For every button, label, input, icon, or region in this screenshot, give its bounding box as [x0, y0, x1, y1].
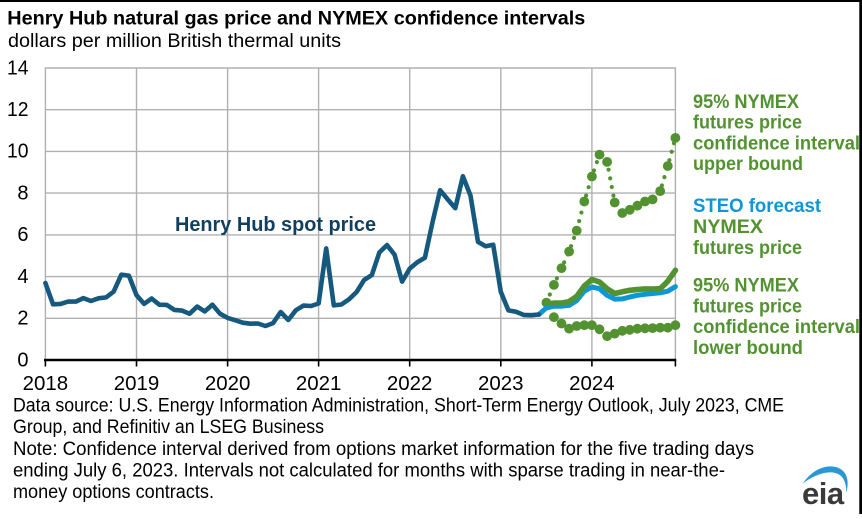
svg-text:95% NYMEX: 95% NYMEX	[693, 275, 799, 297]
svg-text:lower bound: lower bound	[693, 337, 803, 359]
svg-text:2020: 2020	[205, 373, 251, 395]
svg-text:8: 8	[17, 182, 28, 204]
svg-text:4: 4	[17, 266, 28, 288]
svg-text:eia: eia	[802, 476, 845, 511]
svg-text:NYMEX: NYMEX	[693, 216, 763, 238]
svg-text:2023: 2023	[478, 373, 524, 395]
svg-text:upper bound: upper bound	[693, 153, 803, 175]
svg-text:Henry Hub natural gas price an: Henry Hub natural gas price and NYMEX co…	[7, 8, 585, 30]
svg-text:Henry Hub spot price: Henry Hub spot price	[175, 213, 376, 236]
svg-text:futures price: futures price	[693, 112, 802, 134]
svg-text:futures price: futures price	[693, 237, 802, 259]
svg-text:2018: 2018	[23, 373, 69, 395]
svg-text:2: 2	[17, 308, 28, 330]
svg-text:STEO forecast: STEO forecast	[693, 195, 822, 217]
svg-text:14: 14	[7, 57, 29, 79]
svg-text:money options contracts.: money options contracts.	[13, 481, 214, 503]
svg-text:2024: 2024	[569, 373, 615, 395]
svg-text:ending July 6, 2023. Intervals: ending July 6, 2023. Intervals not calcu…	[13, 460, 725, 482]
svg-text:10: 10	[7, 141, 29, 163]
svg-text:Note: Confidence interval deri: Note: Confidence interval derived from o…	[13, 438, 754, 460]
svg-text:12: 12	[7, 99, 29, 121]
svg-text:Group, and Refinitiv an LSEG B: Group, and Refinitiv an LSEG Business	[13, 416, 324, 438]
svg-text:6: 6	[17, 224, 28, 246]
svg-text:futures price: futures price	[693, 295, 802, 317]
svg-text:Data source: U.S. Energy Infor: Data source: U.S. Energy Information Adm…	[13, 395, 784, 417]
svg-text:confidence interval: confidence interval	[693, 132, 860, 154]
svg-text:2019: 2019	[114, 373, 160, 395]
svg-text:confidence interval: confidence interval	[693, 316, 860, 338]
svg-text:0: 0	[17, 349, 28, 371]
svg-text:95% NYMEX: 95% NYMEX	[693, 91, 799, 113]
svg-text:2022: 2022	[387, 373, 433, 395]
svg-text:2021: 2021	[296, 373, 342, 395]
svg-text:dollars per million British th: dollars per million British thermal unit…	[8, 30, 341, 52]
